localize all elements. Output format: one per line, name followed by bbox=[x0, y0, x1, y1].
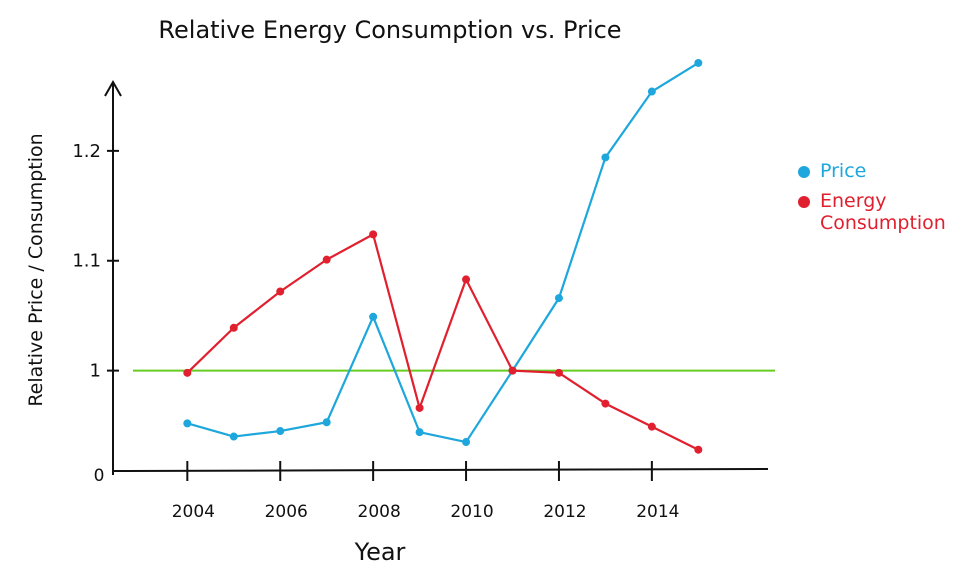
data-point bbox=[601, 153, 610, 162]
x-tick-label: 2010 bbox=[450, 502, 493, 522]
legend-marker bbox=[798, 196, 810, 208]
data-point bbox=[554, 294, 563, 303]
x-tick-label: 2012 bbox=[543, 502, 586, 522]
x-axis bbox=[112, 468, 769, 472]
series-line bbox=[187, 62, 699, 444]
origin-label: 0 bbox=[94, 466, 105, 486]
x-tick-label: 2006 bbox=[265, 502, 308, 522]
x-axis-label: Year bbox=[354, 538, 406, 566]
legend-label: Energy Consumption bbox=[820, 190, 946, 234]
x-tick-label: 2004 bbox=[172, 502, 215, 522]
legend: Price Energy Consumption bbox=[798, 160, 968, 242]
data-point bbox=[229, 323, 238, 332]
series-line bbox=[186, 233, 699, 451]
data-point bbox=[508, 366, 517, 375]
data-point bbox=[601, 399, 610, 408]
legend-item: Price bbox=[798, 160, 968, 182]
data-point bbox=[415, 403, 424, 412]
data-point bbox=[415, 428, 424, 437]
legend-label: Price bbox=[820, 160, 867, 182]
data-point bbox=[694, 58, 703, 67]
x-tick-label: 2008 bbox=[358, 502, 401, 522]
data-point bbox=[647, 87, 656, 96]
data-point bbox=[554, 368, 563, 377]
legend-marker bbox=[798, 166, 810, 178]
data-point bbox=[276, 287, 285, 296]
data-point bbox=[369, 230, 378, 239]
data-point bbox=[369, 312, 378, 321]
data-point bbox=[462, 275, 471, 284]
x-tick-label: 2014 bbox=[636, 502, 679, 522]
data-point bbox=[229, 432, 238, 441]
y-tick-label: 1.1 bbox=[72, 251, 101, 272]
data-point bbox=[183, 368, 192, 377]
legend-item: Energy Consumption bbox=[798, 190, 968, 234]
y-axis-label: Relative Price / Consumption bbox=[25, 133, 47, 406]
y-tick-label: 1 bbox=[90, 361, 101, 382]
data-point bbox=[322, 418, 331, 427]
y-axis-arrow bbox=[104, 79, 122, 97]
data-point bbox=[276, 427, 285, 436]
data-point bbox=[183, 419, 192, 428]
chart-title: Relative Energy Consumption vs. Price bbox=[158, 16, 621, 44]
y-tick-label: 1.2 bbox=[72, 141, 101, 162]
data-point bbox=[647, 422, 656, 431]
data-point bbox=[322, 255, 331, 264]
data-point bbox=[694, 445, 703, 454]
data-point bbox=[462, 438, 471, 447]
